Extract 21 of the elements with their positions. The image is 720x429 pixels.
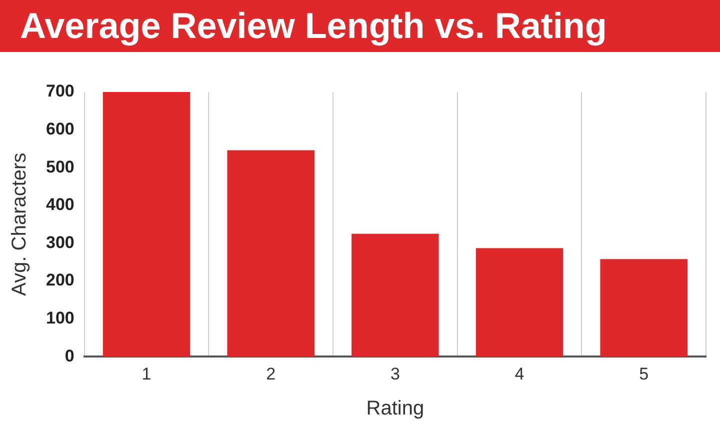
x-axis-title: Rating (366, 398, 424, 420)
bar (352, 234, 439, 357)
y-tick-label: 500 (46, 157, 74, 176)
y-tick-label: 700 (46, 82, 74, 101)
bar (102, 92, 190, 357)
x-tick-label: 2 (266, 364, 276, 384)
y-tick-label: 600 (46, 119, 74, 138)
y-tick-label: 400 (46, 195, 74, 214)
y-axis-title: Avg. Characters (8, 152, 31, 296)
y-tick-label: 100 (46, 308, 74, 328)
y-tick-label: 200 (46, 270, 74, 290)
x-tick-label: 3 (390, 364, 400, 384)
y-tick-label: 300 (46, 232, 74, 252)
bar (476, 248, 564, 357)
y-tick-label: 0 (64, 346, 74, 366)
x-tick-label: 4 (514, 364, 524, 384)
x-tick-label: 5 (639, 364, 649, 384)
x-tick-label: 1 (142, 364, 152, 384)
bar (600, 259, 688, 357)
bar (227, 150, 314, 357)
chart-title: Average Review Length vs. Rating (0, 0, 720, 52)
